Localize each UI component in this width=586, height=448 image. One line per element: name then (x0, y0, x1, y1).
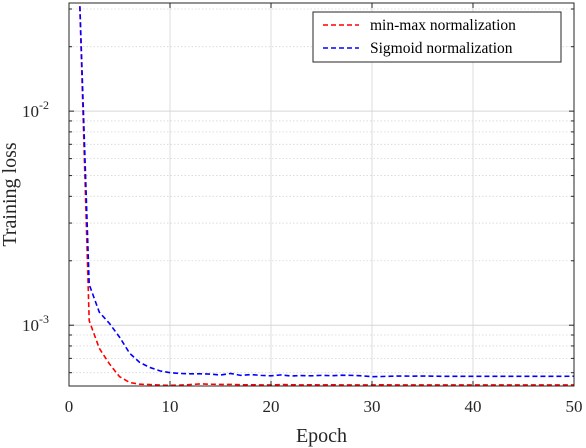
plot-area (78, 3, 574, 386)
plot-frame (68, 2, 575, 387)
y-tick-label: 10-2 (22, 98, 49, 121)
x-tick-label: 20 (263, 397, 280, 416)
x-tick-label: 40 (465, 397, 482, 416)
x-tick-label: 30 (364, 397, 381, 416)
x-axis-label: Epoch (296, 425, 347, 447)
legend-label-1: min-max normalization (370, 17, 516, 34)
y-tick-base: 10 (22, 102, 39, 121)
legend-label-2: Sigmoid normalization (370, 40, 513, 57)
y-axis-label: Training loss (0, 142, 21, 247)
x-tick-label: 0 (65, 397, 74, 416)
y-tick-base: 10 (22, 316, 39, 335)
y-tick-exponent: -2 (39, 98, 49, 112)
series-line-1 (78, 3, 574, 386)
y-tick-exponent: -3 (39, 312, 49, 326)
y-tick-label: 10-3 (22, 312, 49, 335)
x-tick-label: 10 (162, 397, 179, 416)
series-line-2 (78, 3, 574, 378)
x-tick-label: 50 (566, 397, 583, 416)
legend: min-max normalization Sigmoid normalizati… (312, 11, 562, 63)
legend-box (312, 11, 562, 63)
